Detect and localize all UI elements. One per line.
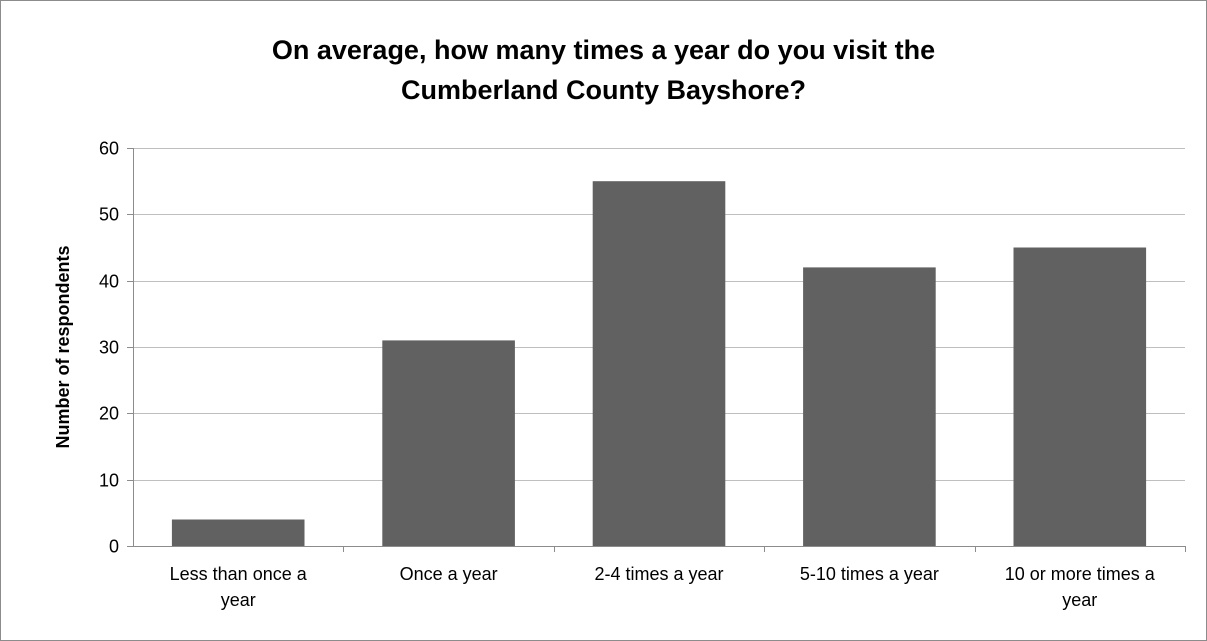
y-tick-label: 40 (99, 272, 119, 292)
y-tick-label: 10 (99, 471, 119, 491)
x-tick-label: Less than once a year (170, 564, 308, 610)
y-tick-label: 30 (99, 338, 119, 358)
chart-title-line-1: On average, how many times a year do you… (271, 35, 936, 65)
y-axis-label: Number of respondents (53, 245, 73, 448)
chart-title: On average, how many times a year do you… (0, 30, 1207, 110)
bar (382, 340, 515, 546)
bars (171, 181, 1147, 546)
bar (171, 519, 305, 546)
bar (592, 181, 726, 546)
y-tick-label: 50 (99, 205, 119, 225)
x-tick-label: 2-4 times a year (594, 564, 723, 584)
chart-title-line-2: Cumberland County Bayshore? (400, 75, 807, 105)
x-axis: Less than once a year Once a year 2-4 times… (133, 546, 1186, 610)
y-tick-label: 20 (99, 404, 119, 424)
x-tick-label: Once a year (400, 564, 498, 584)
bar (803, 267, 936, 546)
x-tick-label: 10 or more times a year (1005, 564, 1156, 610)
y-tick-label: 0 (109, 537, 119, 557)
y-tick-label: 60 (99, 139, 119, 159)
x-tick-label: 5-10 times a year (800, 564, 939, 584)
bar (1013, 247, 1147, 546)
y-axis: 0 10 20 30 40 50 60 (99, 139, 134, 557)
